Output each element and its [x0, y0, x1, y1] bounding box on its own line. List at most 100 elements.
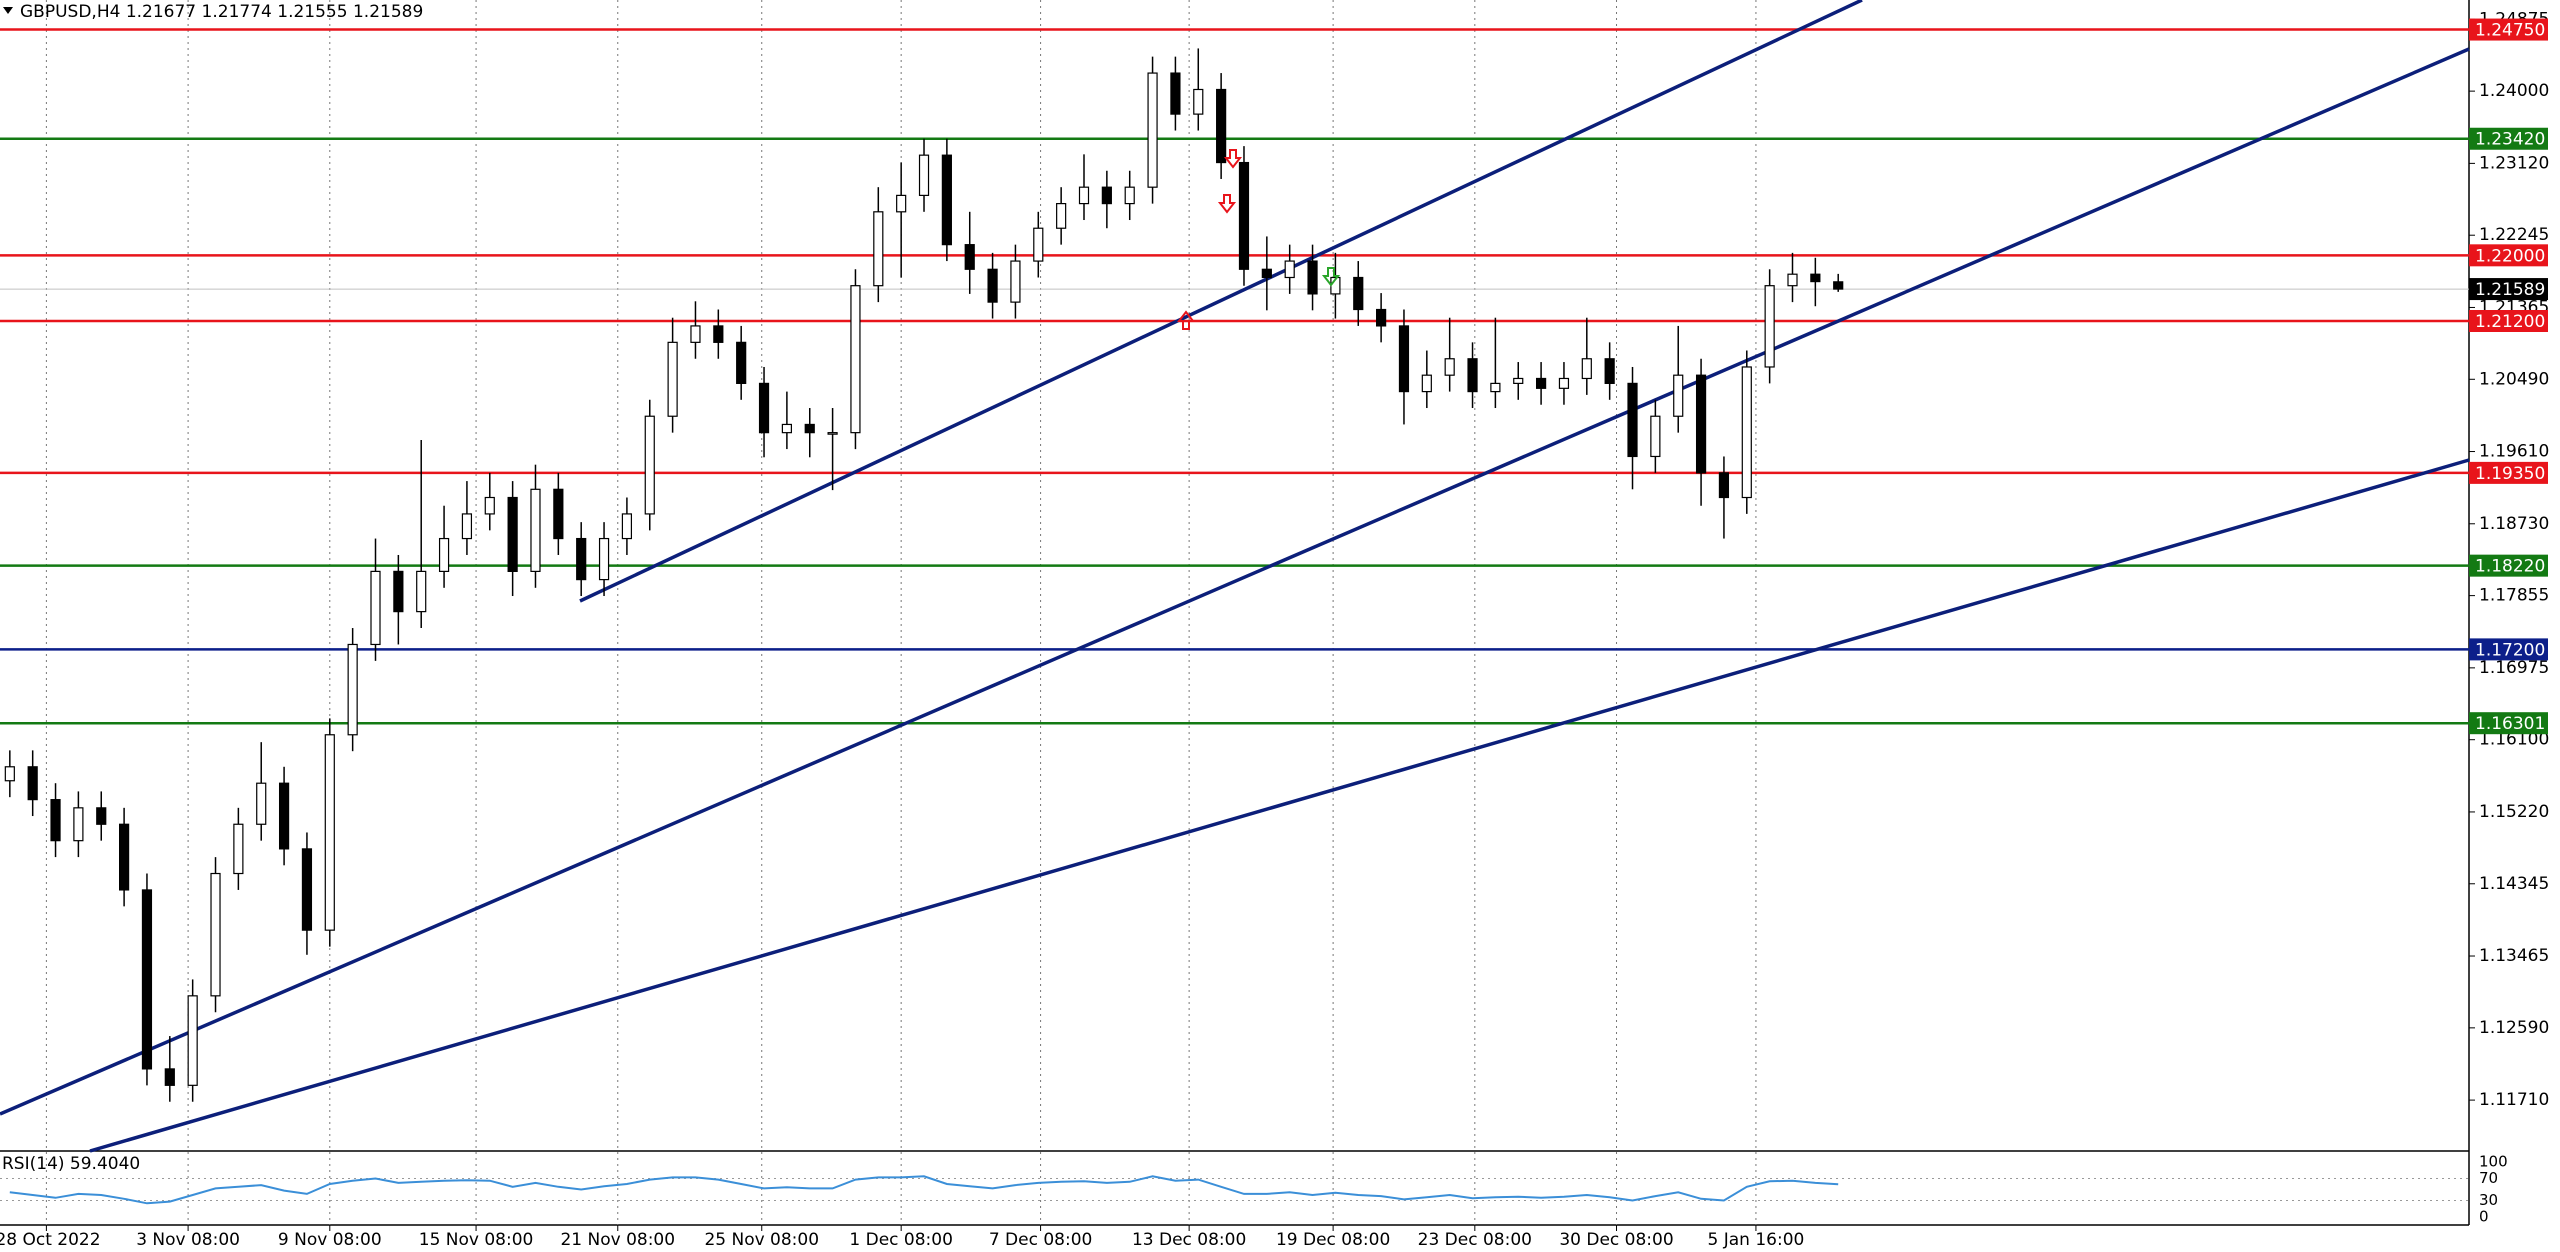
candle-body: [507, 496, 518, 572]
candle-body: [758, 382, 770, 434]
level-label: 1.24750: [2475, 21, 2545, 41]
candle-body: [1376, 308, 1387, 327]
chart-title: GBPUSD,H4 1.21677 1.21774 1.21555 1.2158…: [20, 2, 423, 22]
x-tick-label: 9 Nov 08:00: [278, 1230, 382, 1250]
candle-body: [1810, 273, 1821, 283]
rsi-tick-label: 70: [2479, 1169, 2498, 1187]
rsi-title: RSI(14) 59.4040: [2, 1154, 140, 1174]
x-tick-label: 19 Dec 08:00: [1276, 1230, 1390, 1250]
signal-arrows: [1176, 149, 1341, 330]
x-tick-label: 7 Dec 08:00: [989, 1230, 1093, 1250]
candle-body: [1421, 374, 1432, 393]
current-price-box: [2469, 278, 2548, 301]
grid: [45, 0, 1757, 1231]
candle-body: [781, 423, 792, 434]
candle-body: [1695, 374, 1707, 474]
trend-line: [89, 458, 2470, 1153]
candle-body: [1650, 415, 1661, 458]
candle-body: [1216, 88, 1227, 164]
candle-body: [1490, 382, 1501, 393]
candle-body: [370, 570, 381, 646]
x-tick-label: 1 Dec 08:00: [849, 1230, 953, 1250]
rsi-last: 59.4040: [70, 1154, 140, 1174]
x-tick-label: 30 Dec 08:00: [1559, 1230, 1673, 1250]
candle-body: [1170, 72, 1181, 115]
x-tick-label: 25 Nov 08:00: [704, 1230, 819, 1250]
candle-body: [4, 766, 15, 782]
candle-body: [1078, 186, 1090, 205]
rsi-tick-label: 100: [2479, 1153, 2508, 1171]
y-tick-label: 1.14345: [2479, 874, 2549, 894]
y-tick-label: 1.17855: [2479, 586, 2549, 606]
y-tick-label: 1.15220: [2479, 802, 2549, 822]
candle-body: [1718, 472, 1730, 499]
candle-body: [941, 154, 952, 246]
current-price-label: 1.21589: [2475, 280, 2545, 300]
candle-body: [1124, 186, 1135, 205]
candle-body: [301, 848, 313, 931]
level-label-box: [2469, 309, 2548, 332]
y-tick-label: 1.22245: [2479, 225, 2549, 245]
candle-body: [73, 807, 84, 842]
level-label-box: [2469, 638, 2548, 661]
candle-body: [416, 570, 427, 613]
candle-body: [278, 782, 290, 850]
candle-body: [736, 341, 747, 384]
trend-lines: [0, 0, 2470, 1153]
candle-body: [50, 799, 61, 842]
candle-body: [119, 823, 130, 891]
y-tick-label: 1.16975: [2479, 658, 2549, 678]
y-tick-label: 1.24000: [2479, 81, 2549, 101]
rsi-line: [9, 1175, 1839, 1205]
y-tick-label: 1.23120: [2479, 153, 2549, 173]
x-tick-label: 23 Dec 08:00: [1418, 1230, 1532, 1250]
candle-body: [233, 823, 244, 875]
candle-body: [1673, 374, 1684, 417]
level-label: 1.21200: [2475, 312, 2545, 332]
candle-body: [1307, 260, 1318, 295]
candle-body: [164, 1068, 175, 1086]
level-label-box: [2469, 127, 2548, 150]
candle-body: [1284, 260, 1295, 279]
candle-body: [1787, 273, 1798, 287]
candle-body: [484, 496, 495, 515]
down-arrow: [1217, 194, 1237, 214]
candle-body: [1010, 260, 1021, 303]
level-label-box: [2469, 461, 2548, 484]
y-tick-label: 1.20490: [2479, 369, 2549, 389]
candle-body: [576, 537, 587, 581]
candle-body: [827, 432, 838, 435]
level-label-box: [2469, 18, 2548, 41]
candles: [4, 48, 1844, 1102]
candle-body: [1581, 358, 1592, 380]
candle-body: [187, 995, 198, 1086]
y-tick-label: 1.12590: [2479, 1018, 2549, 1038]
candle-body: [690, 325, 701, 343]
open-value: 1.21677: [126, 2, 196, 22]
level-label-box: [2469, 244, 2548, 267]
candle-body: [1444, 358, 1455, 376]
candle-body: [1627, 382, 1638, 458]
down-arrow: [1321, 267, 1341, 287]
trend-line: [0, 47, 2470, 1116]
candle-body: [530, 488, 541, 572]
candle-body: [1193, 88, 1204, 115]
rsi-tick-label: 30: [2479, 1191, 2498, 1209]
candle-body: [644, 415, 655, 515]
y-tick-label: 1.13465: [2479, 946, 2549, 966]
level-label: 1.17200: [2475, 640, 2545, 660]
candle-body: [1741, 366, 1752, 499]
candle-body: [324, 734, 335, 931]
close-value: 1.21589: [353, 2, 423, 22]
candle-body: [1535, 377, 1547, 389]
level-label: 1.18220: [2475, 557, 2545, 577]
high-value: 1.21774: [202, 2, 272, 22]
low-value: 1.21555: [277, 2, 347, 22]
candle-body: [393, 570, 404, 613]
candle-body: [27, 766, 38, 801]
candle-body: [873, 211, 884, 287]
candle-body: [1261, 268, 1272, 279]
y-tick-label: 1.18730: [2479, 514, 2549, 534]
